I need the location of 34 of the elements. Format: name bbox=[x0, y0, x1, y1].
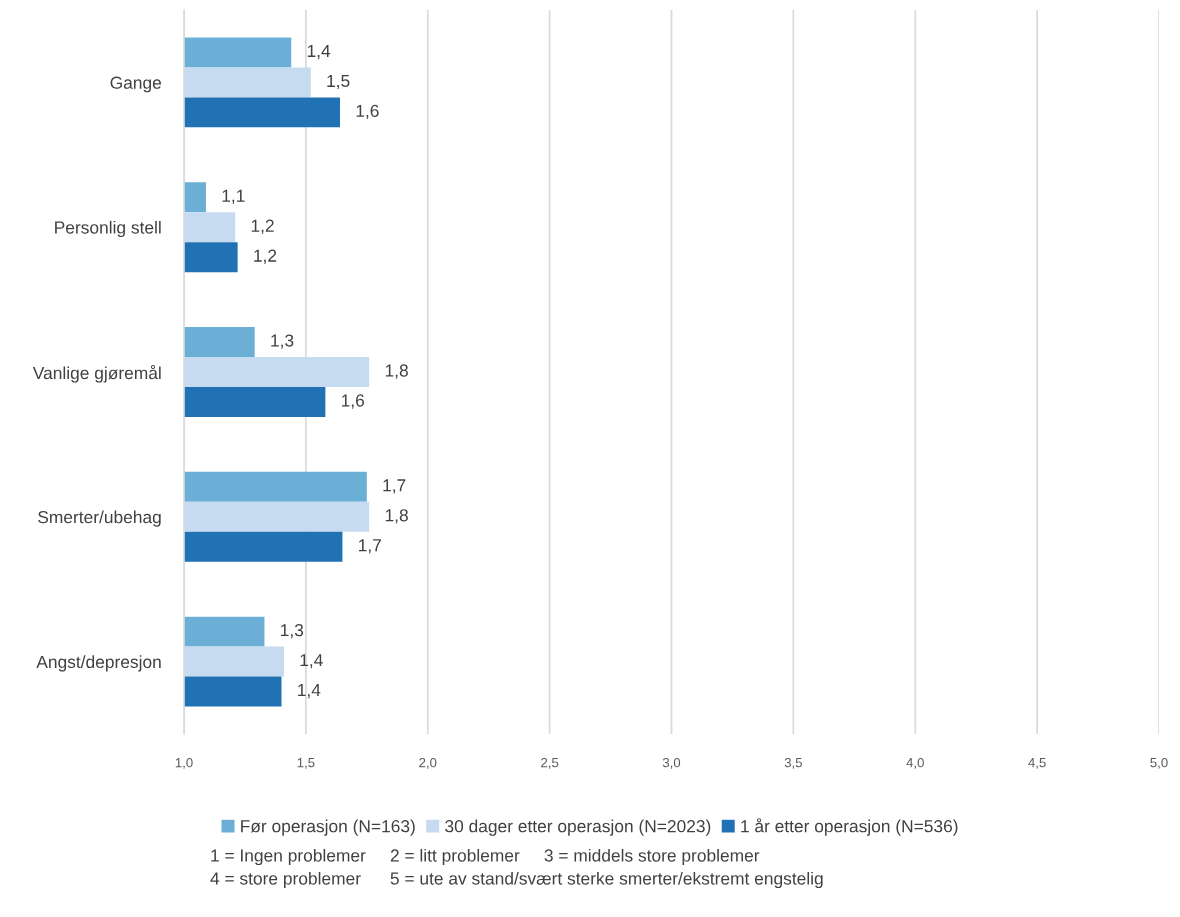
x-tick-label: 5,0 bbox=[1150, 757, 1168, 769]
data-label: 1,4 bbox=[300, 654, 323, 669]
data-label: 1,8 bbox=[385, 509, 408, 524]
x-tick-label: 1,0 bbox=[175, 757, 193, 769]
data-label: 1,4 bbox=[307, 44, 331, 60]
text: 1 = Ingen problemer 2 = litt problemer 3 = middels store problemer bbox=[211, 848, 760, 866]
data-label: 1,2 bbox=[251, 219, 274, 234]
x-tick-label: 2,5 bbox=[541, 757, 559, 769]
data-label: 1,2 bbox=[254, 249, 277, 264]
x-tick-label: 3,0 bbox=[662, 757, 681, 769]
data-label: 1,5 bbox=[327, 74, 350, 90]
y-tick-label: Vanlige gjøremål bbox=[32, 365, 161, 383]
x-tick-label: 3,5 bbox=[784, 757, 802, 769]
data-label: 1,7 bbox=[359, 539, 381, 554]
data-label: 1,3 bbox=[281, 623, 304, 639]
legend-label: Før operasjon (N=163) bbox=[241, 819, 415, 836]
data-label: 1,6 bbox=[341, 394, 365, 409]
x-tick-label: 4,0 bbox=[906, 757, 924, 769]
text: 4 = store problemer 5 = ute av stand/svært sterke smerter/ekstremt engstelig bbox=[210, 871, 823, 889]
data-label: 1,6 bbox=[356, 104, 379, 120]
data-label: 1,8 bbox=[385, 364, 408, 379]
y-tick-label: Personlig stell bbox=[55, 220, 161, 238]
data-label: 1,1 bbox=[222, 189, 245, 204]
x-tick-label: 1,5 bbox=[297, 758, 315, 769]
data-label: 1,4 bbox=[298, 684, 321, 699]
data-label: 1,3 bbox=[271, 334, 294, 349]
x-tick-label: 4,5 bbox=[1028, 758, 1046, 769]
x-tick-label: 2,0 bbox=[419, 757, 437, 769]
y-tick-label: Angst/depresjon bbox=[36, 655, 161, 672]
legend-label: 30 dager etter operasjon (N=2023) bbox=[445, 819, 711, 836]
y-tick-label: Gange bbox=[110, 76, 162, 93]
data-label: 1,7 bbox=[383, 479, 406, 494]
y-tick-label: Smerter/ubehag bbox=[38, 510, 161, 527]
legend-label: 1 år etter operasjon (N=536) bbox=[741, 818, 958, 836]
